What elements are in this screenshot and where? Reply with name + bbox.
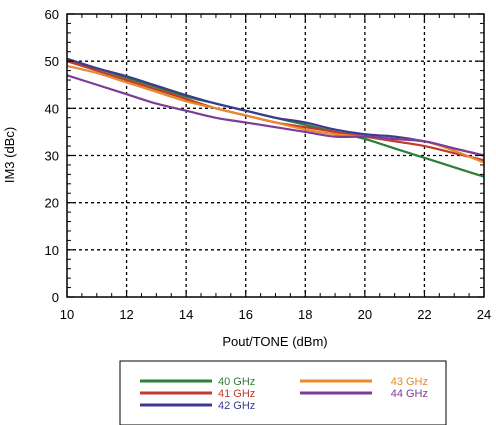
series-lines: [66, 57, 485, 178]
y-tick-labels: 0 10 20 30 40 50 60: [45, 7, 59, 305]
y-tick-label: 50: [45, 54, 59, 69]
x-tick-label: 18: [298, 307, 312, 322]
x-axis-title: Pout/TONE (dBm): [222, 334, 327, 349]
x-tick-label: 12: [119, 307, 133, 322]
y-tick-label: 30: [45, 149, 59, 164]
series-line-44-ghz: [66, 74, 485, 157]
x-tick-label: 22: [417, 307, 431, 322]
x-tick-labels: 10 12 14 16 18 20 22 24: [60, 307, 491, 322]
y-axis-title: IM3 (dBc): [2, 127, 17, 183]
y-tick-label: 20: [45, 196, 59, 211]
y-tick-label: 10: [45, 243, 59, 258]
legend-label: 44 GHz: [391, 388, 428, 400]
y-tick-label: 60: [45, 7, 59, 22]
legend-label: 42 GHz: [218, 400, 255, 412]
grid-lines: [67, 14, 484, 297]
x-tick-label: 24: [477, 307, 491, 322]
y-tick-label: 0: [52, 290, 59, 305]
x-tick-label: 16: [238, 307, 252, 322]
legend-label: 43 GHz: [391, 376, 428, 388]
legend-label: 40 GHz: [218, 376, 255, 388]
legend-label: 41 GHz: [218, 388, 255, 400]
x-tick-label: 20: [358, 307, 372, 322]
axis-ticks: [66, 13, 485, 298]
x-tick-label: 10: [60, 307, 74, 322]
y-tick-label: 40: [45, 101, 59, 116]
x-tick-label: 14: [179, 307, 193, 322]
